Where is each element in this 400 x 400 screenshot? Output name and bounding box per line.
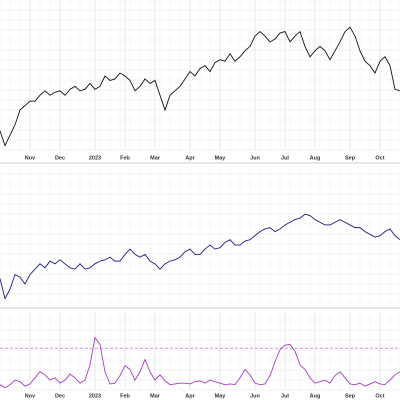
x-tick-label: Mar	[150, 155, 161, 161]
data-line	[0, 26, 400, 147]
x-tick-label: Apr	[185, 155, 195, 161]
x-tick-label: Jul	[281, 393, 289, 399]
x-tick-label: May	[215, 393, 227, 399]
x-tick-label: Dec	[55, 393, 65, 399]
x-tick-label: May	[215, 155, 227, 161]
x-tick-label: 2023	[89, 393, 101, 399]
x-tick-label: Jul	[281, 155, 289, 161]
x-tick-label: Nov	[25, 393, 36, 399]
x-tick-label: Nov	[25, 155, 36, 161]
x-tick-label: Aug	[310, 393, 321, 399]
x-tick-label: Oct	[375, 393, 384, 399]
data-line	[0, 213, 400, 300]
x-tick-label: Sep	[345, 393, 356, 399]
x-tick-label: 2023	[89, 155, 101, 161]
x-tick-label: Jun	[250, 155, 260, 161]
x-tick-label: Sep	[345, 155, 356, 161]
x-tick-label: Feb	[120, 155, 130, 161]
x-tick-label: Oct	[375, 155, 384, 161]
x-tick-label: Apr	[185, 393, 195, 399]
x-tick-label: Dec	[55, 155, 65, 161]
data-line	[0, 336, 400, 389]
x-tick-label: Aug	[310, 155, 321, 161]
x-tick-label: Jun	[250, 393, 260, 399]
x-tick-label: Feb	[120, 393, 130, 399]
x-tick-label: Mar	[150, 393, 161, 399]
